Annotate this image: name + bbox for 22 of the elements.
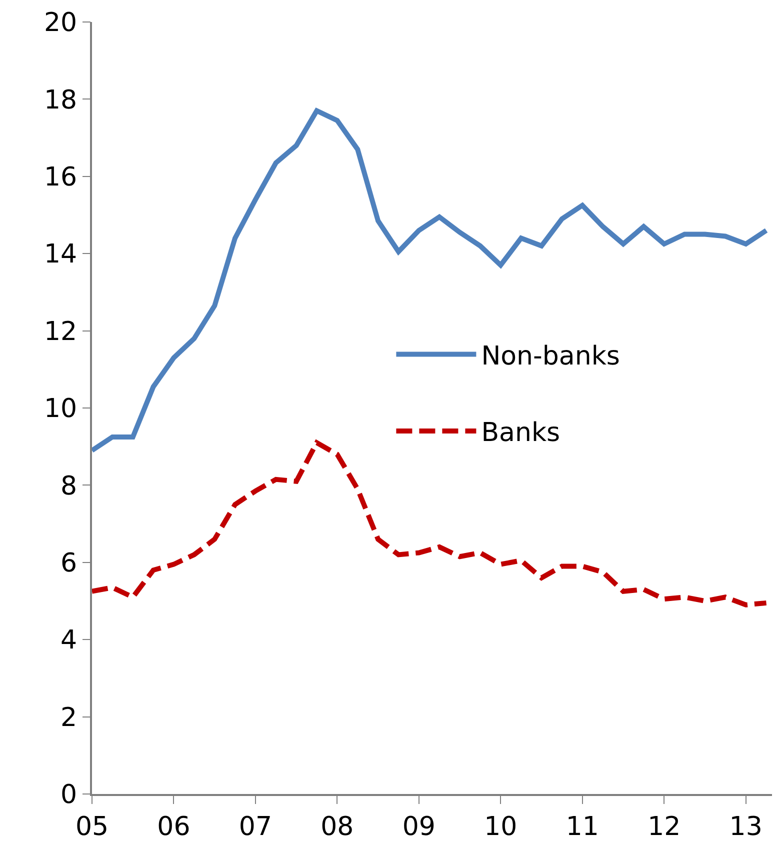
y-tick-label: 14 [44, 240, 78, 270]
y-tick-label: 16 [44, 162, 78, 192]
x-tick-label: 09 [402, 812, 436, 842]
y-tick-label: 12 [44, 316, 78, 347]
x-tick-label: 10 [484, 812, 518, 842]
y-tick-label: 0 [60, 780, 78, 810]
y-tick-label: 20 [44, 8, 78, 38]
legend-label: Banks [481, 418, 560, 448]
y-tick-label: 2 [60, 702, 78, 733]
y-tick-label: 18 [44, 85, 78, 116]
y-tick-label: 8 [60, 471, 78, 502]
x-tick-label: 12 [648, 812, 681, 842]
y-tick-label: 4 [60, 626, 78, 656]
x-tick-label: 08 [320, 812, 354, 842]
x-tick-label: 07 [238, 812, 272, 842]
x-tick-label: 06 [157, 812, 190, 842]
x-tick-label: 11 [566, 812, 599, 842]
y-tick-label: 10 [44, 394, 78, 424]
legend-label: Non-banks [481, 341, 620, 372]
x-tick-label: 05 [75, 812, 109, 842]
x-tick-label: 13 [729, 812, 762, 842]
y-tick-label: 6 [60, 548, 78, 578]
